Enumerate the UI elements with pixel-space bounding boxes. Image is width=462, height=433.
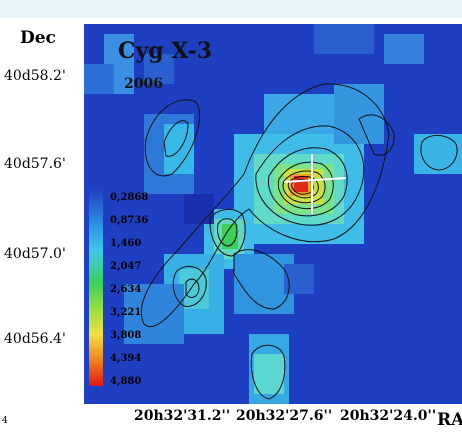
colorbar-label: 3,221: [110, 307, 142, 318]
intensity-map: 0,2868 0,8736 1,460 2,047 2,634 3,221 3,…: [84, 24, 462, 404]
map-year: 2006: [124, 76, 163, 92]
contour-lines: [140, 83, 458, 400]
dec-axis-label: Dec: [20, 28, 56, 48]
colorbar-label: 3,808: [110, 330, 142, 341]
dec-tick: 40d57.6': [4, 156, 66, 172]
map-canvas: [84, 24, 462, 404]
colorbar-label: 4,394: [110, 353, 142, 364]
dec-tick: 40d56.4': [4, 331, 66, 347]
ra-tick: 20h32'24.0'': [340, 408, 437, 424]
dec-tick: 40d58.2': [4, 68, 66, 84]
colorbar-label: 0,2868: [110, 192, 149, 203]
colorbar: [89, 188, 103, 386]
dec-tick: 40d57.0': [4, 246, 66, 262]
pixel-grid: [84, 24, 462, 404]
ra-tick: 20h32'31.2'': [134, 408, 231, 424]
colorbar-label: 1,460: [110, 238, 142, 249]
colorbar-label: 4,880: [110, 376, 142, 387]
top-bar: [0, 0, 462, 18]
colorbar-label: 2,634: [110, 284, 142, 295]
colorbar-label: 2,047: [110, 261, 142, 272]
page-number: 4: [2, 416, 8, 426]
map-title: Cyg X-3: [118, 38, 213, 64]
source-cross-marker: [283, 154, 347, 214]
ra-axis-label: RA: [437, 410, 462, 430]
colorbar-label: 0,8736: [110, 215, 149, 226]
ra-tick: 20h32'27.6'': [236, 408, 333, 424]
